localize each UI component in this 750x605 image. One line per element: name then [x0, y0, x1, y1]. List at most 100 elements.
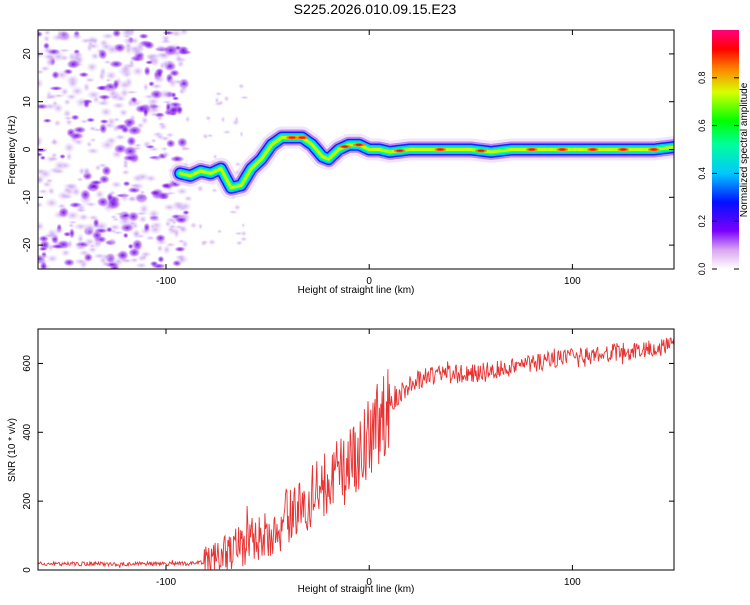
noise-blob: [212, 153, 218, 160]
noise-blob: [162, 44, 179, 57]
noise-blob: [146, 96, 160, 107]
noise-blob: [98, 71, 106, 82]
colorbar: 0.0 0.2 0.4 0.6 0.8 Normalized spectral ampl…: [697, 30, 750, 275]
noise-blob: [92, 217, 100, 228]
noise-blob: [124, 90, 139, 95]
noise-blob: [113, 211, 128, 217]
noise-blob: [91, 230, 103, 241]
colorbar-tick-label: 0.6: [697, 119, 707, 132]
noise-blob: [107, 237, 118, 246]
noise-blob: [157, 122, 166, 127]
noise-blob: [216, 229, 223, 234]
noise-blob: [42, 118, 53, 124]
noise-blob: [82, 166, 91, 177]
noise-blob: [85, 141, 93, 148]
noise-blob: [39, 155, 46, 161]
noise-blob: [126, 195, 138, 202]
ridge-peak-core: [396, 149, 404, 152]
noise-blob: [99, 119, 109, 124]
noise-blob: [99, 106, 113, 118]
noise-blob: [241, 222, 246, 228]
noise-blob: [228, 210, 239, 215]
noise-blob: [65, 118, 73, 127]
ridge-peak-core: [528, 148, 536, 151]
colorbar-gradient: [712, 30, 739, 269]
noise-blob: [104, 70, 118, 81]
noise-blob: [62, 231, 72, 237]
spectrogram-y-tick-label: -10: [22, 190, 33, 205]
noise-blob: [38, 188, 49, 195]
noise-blob: [131, 238, 144, 251]
noise-blob: [239, 95, 250, 100]
noise-blob: [38, 152, 44, 157]
noise-blob: [53, 159, 67, 172]
snr-series: [38, 337, 674, 570]
noise-blob: [38, 201, 44, 208]
noise-blob: [78, 71, 90, 78]
noise-blob: [239, 236, 248, 242]
noise-blob: [43, 30, 52, 36]
noise-blob: [46, 254, 59, 264]
noise-blob: [59, 153, 66, 160]
noise-blob: [155, 133, 165, 140]
noise-blob: [113, 117, 121, 123]
noise-blob: [138, 215, 148, 224]
snr-x-axis-label: Height of straight line (km): [298, 584, 415, 595]
noise-blob: [70, 114, 80, 121]
noise-blob: [197, 222, 204, 231]
noise-blob: [108, 60, 124, 69]
noise-blob: [97, 94, 112, 100]
noise-blob: [147, 208, 161, 220]
noise-blob: [72, 51, 84, 59]
snr-panel: -100 0 100 0 200 400 600 Height of straight li…: [7, 328, 675, 595]
noise-blob: [150, 82, 164, 90]
ridge-peak-core: [288, 136, 296, 139]
noise-blob: [129, 47, 145, 57]
noise-blob: [161, 100, 174, 105]
snr-line: [38, 337, 674, 570]
noise-blob: [162, 244, 171, 256]
noise-blob: [234, 115, 239, 124]
noise-blob: [122, 117, 137, 127]
noise-blob: [143, 65, 151, 77]
noise-blob: [142, 82, 149, 92]
noise-blob: [66, 239, 74, 250]
noise-blob: [189, 221, 198, 229]
noise-blob: [147, 217, 162, 222]
noise-blob: [141, 140, 153, 149]
noise-blob: [134, 262, 149, 269]
noise-blob: [214, 96, 220, 105]
noise-blob: [178, 87, 186, 96]
noise-blob: [45, 230, 61, 240]
noise-blob: [72, 125, 87, 134]
noise-blob: [100, 32, 116, 40]
noise-blob: [157, 88, 173, 100]
noise-blob: [144, 235, 156, 241]
noise-blob: [98, 256, 108, 265]
noise-blob: [120, 63, 132, 74]
spectrogram-y-axis-label: Frequency (Hz): [7, 116, 18, 185]
noise-blob: [120, 191, 129, 203]
noise-blob: [47, 186, 56, 196]
noise-blob: [167, 76, 178, 89]
noise-blob: [76, 176, 84, 183]
spectrogram-y-tick-label: 20: [22, 48, 33, 60]
ridge-peak-core: [650, 148, 658, 151]
noise-blob: [211, 187, 218, 193]
noise-blob: [233, 203, 242, 211]
noise-blob: [202, 132, 209, 140]
noise-blob: [200, 240, 208, 247]
noise-blob: [52, 168, 66, 175]
noise-blob: [90, 187, 97, 193]
colorbar-tick-label: 0.8: [697, 72, 707, 85]
noise-blob: [97, 85, 107, 91]
noise-blob: [122, 36, 135, 45]
noise-blob: [239, 130, 244, 138]
spectrogram-y-tick-label: -20: [22, 237, 33, 252]
page-title: S225.2026.010.09.15.E23: [293, 1, 457, 17]
noise-blob: [183, 195, 194, 202]
noise-blob: [162, 60, 169, 68]
colorbar-label: Normalized spectral amplitude: [739, 82, 750, 217]
noise-blob: [126, 135, 137, 147]
